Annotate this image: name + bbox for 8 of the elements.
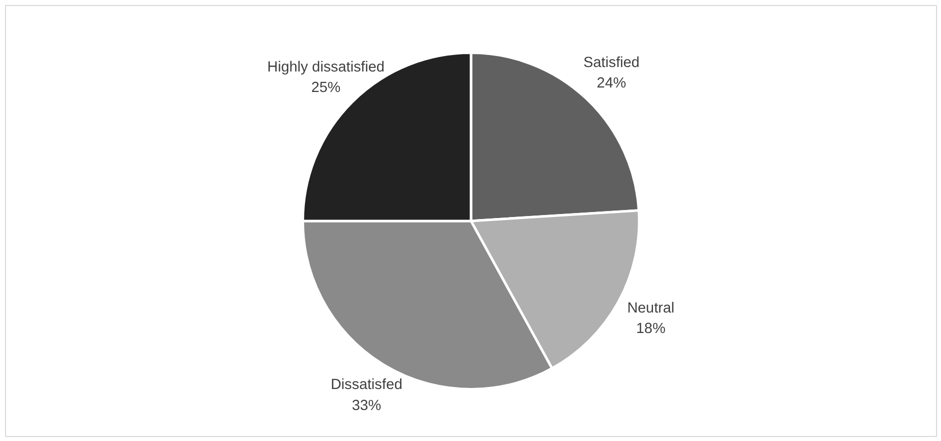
- slice-label: Highly dissatisfied: [267, 59, 385, 76]
- slice-label: Dissatisfed: [330, 377, 402, 394]
- data-label: 18%: [636, 321, 666, 338]
- data-label: 24%: [596, 76, 626, 92]
- slice-label: Neutral: [627, 300, 674, 316]
- slice-label: Satisfied: [583, 54, 640, 71]
- data-label: 25%: [311, 80, 341, 96]
- data-label: 33%: [352, 398, 382, 414]
